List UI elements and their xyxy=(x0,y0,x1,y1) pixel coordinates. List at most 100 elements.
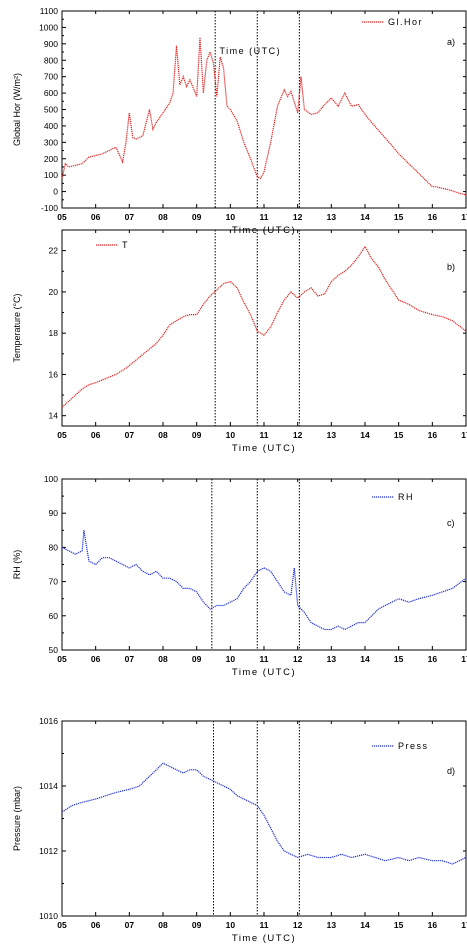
x-tick-label: 10 xyxy=(226,212,236,222)
x-tick-label: 07 xyxy=(125,920,135,930)
y-tick-label: 18 xyxy=(49,328,59,338)
x-axis-label: Time (UTC) xyxy=(232,443,296,454)
plot-frame xyxy=(61,10,467,209)
chart-panel-c: 05 06 07 08 09 10 11 12 13 14 15 16 17 50 60 70 80 90 100 R… xyxy=(12,474,467,678)
x-tick-label: 06 xyxy=(91,212,101,222)
x-tick-label: 09 xyxy=(192,430,202,440)
x-tick-label: 06 xyxy=(91,430,101,440)
y-axis-label: Pressure (mbar) xyxy=(12,786,22,851)
x-tick-label: 11 xyxy=(260,430,269,440)
x-tick-label: 08 xyxy=(158,654,168,664)
x-tick-label: 09 xyxy=(192,920,202,930)
legend-label: T xyxy=(122,240,129,250)
panel-label: c) xyxy=(447,518,455,528)
y-tick-label: 1010 xyxy=(39,911,58,921)
panel-label: a) xyxy=(447,37,455,47)
x-tick-label: 14 xyxy=(360,430,370,440)
x-tick-label: 13 xyxy=(327,430,337,440)
legend-label: RH xyxy=(398,492,414,502)
x-tick-label: 11 xyxy=(260,920,269,930)
x-tick-label: 05 xyxy=(57,654,67,664)
legend-label: Press xyxy=(398,741,429,751)
y-tick-label: 700 xyxy=(44,72,58,82)
x-tick-label: 14 xyxy=(360,920,370,930)
panel-label: b) xyxy=(447,262,455,272)
plot-frame xyxy=(61,229,467,427)
x-tick-label: 15 xyxy=(394,920,404,930)
plot-frame xyxy=(61,478,467,651)
x-axis-label: Time (UTC) xyxy=(232,667,296,678)
y-tick-label: 70 xyxy=(49,577,59,587)
y-tick-label: 90 xyxy=(49,508,59,518)
y-tick-label: 1016 xyxy=(39,716,58,726)
x-tick-label: 13 xyxy=(327,212,337,222)
x-tick-label: 10 xyxy=(226,920,236,930)
y-tick-label: 1000 xyxy=(39,22,58,32)
x-tick-label: 13 xyxy=(327,654,337,664)
x-tick-label: 09 xyxy=(192,654,202,664)
y-tick-label: 16 xyxy=(49,369,59,379)
x-tick-label: 16 xyxy=(428,430,438,440)
y-tick-label: 14 xyxy=(49,411,59,421)
x-tick-label: 17 xyxy=(461,920,467,930)
x-tick-label: 12 xyxy=(293,654,303,664)
x-tick-label: 09 xyxy=(192,212,202,222)
series-line xyxy=(61,245,467,408)
y-tick-label: 900 xyxy=(44,39,58,49)
x-tick-label: 15 xyxy=(394,212,404,222)
y-axis-label: Temperature (°C) xyxy=(12,293,22,362)
chart-panel-d: 05 06 07 08 09 10 11 12 13 14 15 16 17 1010 1012 1014 10… xyxy=(12,716,467,944)
y-tick-label: 22 xyxy=(49,246,59,256)
y-tick-label: 800 xyxy=(44,55,58,65)
y-tick-label: 600 xyxy=(44,88,58,98)
x-tick-label: 15 xyxy=(394,654,404,664)
y-tick-label: 100 xyxy=(44,474,58,484)
x-tick-label: 12 xyxy=(293,430,303,440)
x-tick-label: 16 xyxy=(428,920,438,930)
x-tick-label: 12 xyxy=(293,212,303,222)
y-tick-label: 300 xyxy=(44,137,58,147)
x-tick-label: 08 xyxy=(158,212,168,222)
x-axis-label: Time (UTC) xyxy=(232,933,296,944)
y-tick-label: 400 xyxy=(44,121,58,131)
x-tick-label: 07 xyxy=(125,430,135,440)
y-tick-label: 50 xyxy=(49,645,59,655)
x-tick-label: 06 xyxy=(91,654,101,664)
x-tick-label: 07 xyxy=(125,212,135,222)
series-line xyxy=(61,530,467,631)
x-tick-label: 05 xyxy=(57,920,67,930)
y-tick-label: 1012 xyxy=(39,846,58,856)
y-axis-label: Global Hor (W/m²) xyxy=(12,73,22,146)
x-tick-label: 06 xyxy=(91,920,101,930)
x-tick-label: 05 xyxy=(57,430,67,440)
x-tick-label: 16 xyxy=(428,654,438,664)
x-tick-label: 08 xyxy=(158,920,168,930)
y-tick-label: 100 xyxy=(44,170,58,180)
x-tick-label: 10 xyxy=(226,430,236,440)
x-tick-label: 17 xyxy=(461,212,467,222)
series-line xyxy=(61,762,467,865)
y-tick-label: 0 xyxy=(53,187,58,197)
x-tick-label: 16 xyxy=(428,212,438,222)
y-tick-label: 200 xyxy=(44,154,58,164)
x-tick-label: 15 xyxy=(394,430,404,440)
y-tick-label: 20 xyxy=(49,287,59,297)
y-tick-label: 500 xyxy=(44,105,58,115)
y-tick-label: 1014 xyxy=(39,781,58,791)
x-tick-label: 12 xyxy=(293,920,303,930)
chart-panel-a: 05 06 07 08 09 10 11 12 13 14 15 16 17 -100 0 100 200 300… xyxy=(12,6,467,236)
y-tick-label: 60 xyxy=(49,611,59,621)
y-tick-label: 1100 xyxy=(40,6,59,16)
y-tick-label: -100 xyxy=(41,203,58,213)
x-tick-label: 14 xyxy=(360,212,370,222)
x-tick-label: 10 xyxy=(226,654,236,664)
x-tick-label: 11 xyxy=(260,212,269,222)
x-tick-label: 05 xyxy=(57,212,67,222)
y-tick-label: 80 xyxy=(49,542,59,552)
x-tick-label: 17 xyxy=(461,654,467,664)
panel-label: d) xyxy=(447,766,455,776)
y-axis-label: RH (%) xyxy=(12,550,22,580)
x-tick-label: 13 xyxy=(327,920,337,930)
x-tick-label: 17 xyxy=(461,430,467,440)
